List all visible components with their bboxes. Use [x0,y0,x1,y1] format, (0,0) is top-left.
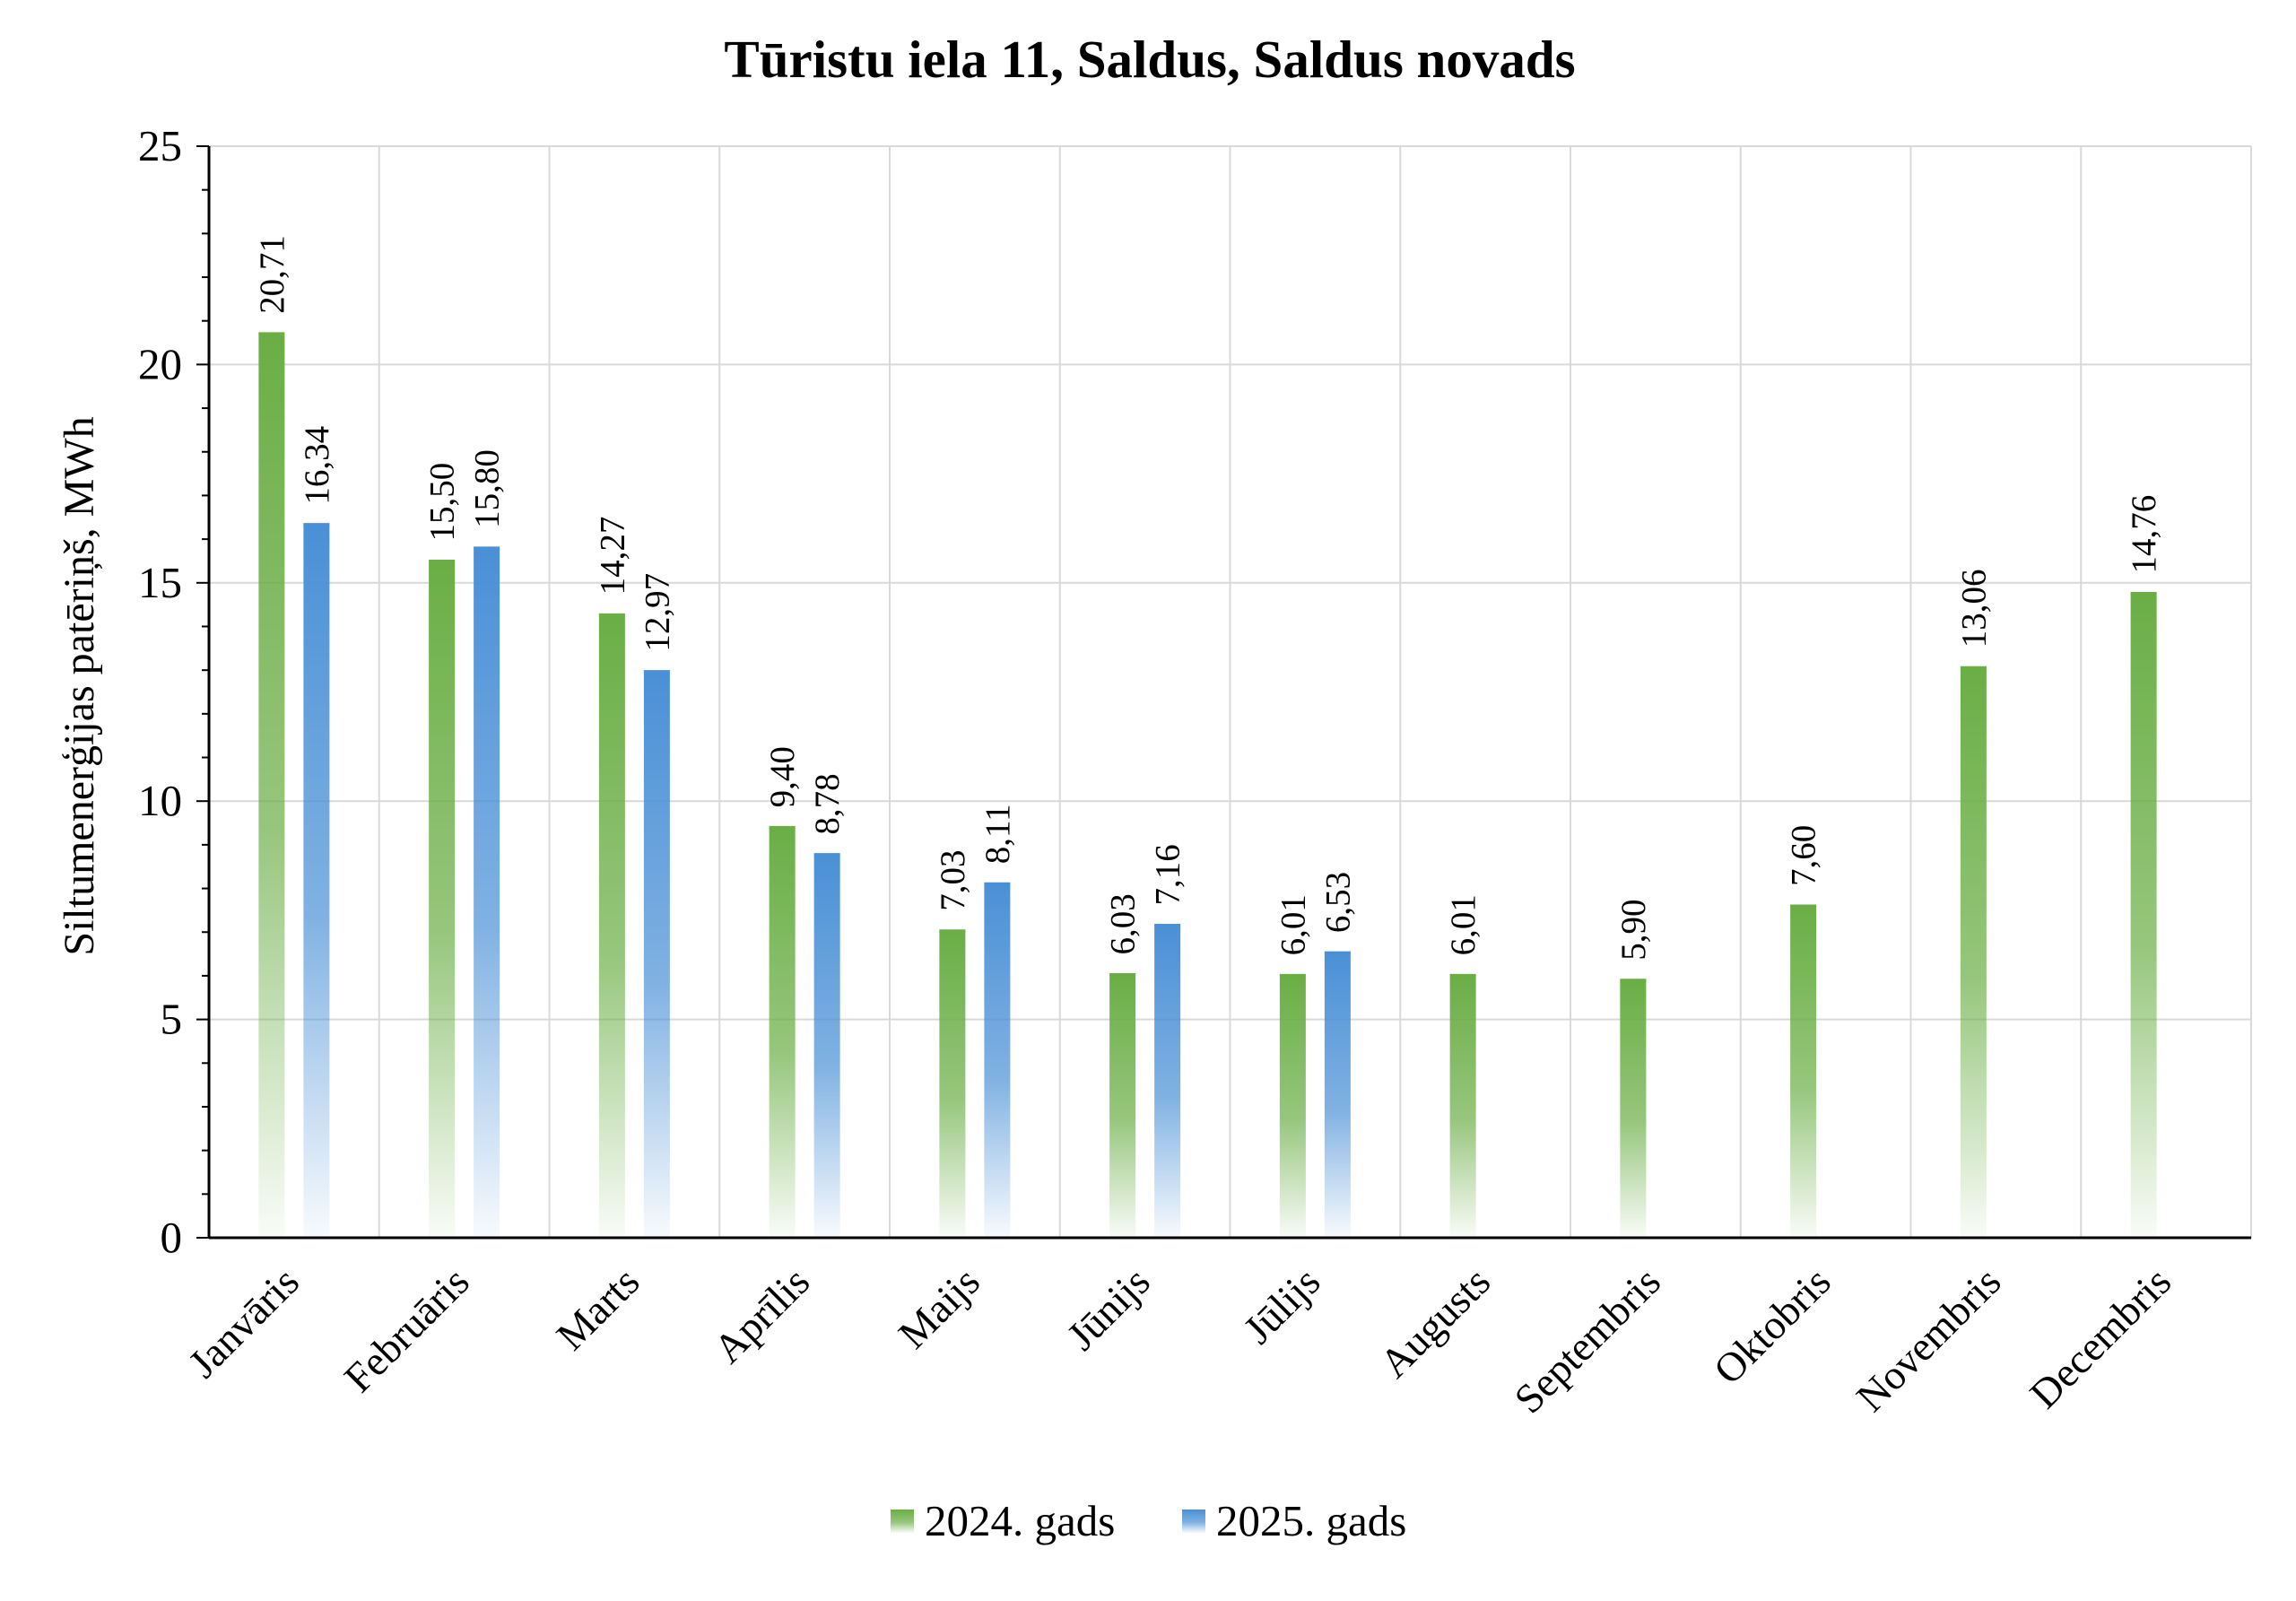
y-tick-label: 15 [138,558,182,607]
bar [984,883,1011,1238]
x-tick-label: Augusts [1370,1258,1499,1387]
x-tick-label: Marts [547,1258,648,1359]
bar [1960,667,1987,1238]
grid-layer [209,145,2252,1238]
data-label: 13,06 [1954,569,1993,648]
data-label: 7,60 [1785,825,1823,886]
chart-title: Tūristu iela 11, Saldus, Saldus novads [724,30,1575,89]
data-label: 16,34 [298,426,336,505]
bar [1620,979,1647,1238]
data-label: 8,78 [808,773,847,834]
y-tick-label: 5 [161,995,183,1044]
bar [258,333,285,1239]
data-label: 14,76 [2125,495,2163,574]
bars-layer [258,332,2157,1239]
bar [1449,975,1476,1238]
bar [1324,953,1351,1238]
x-tick-label: Janvāris [179,1258,308,1387]
data-label: 9,40 [763,746,802,807]
x-tick-label: Maijs [890,1258,988,1357]
data-label: 6,01 [1444,894,1483,955]
axes-layer: Janvāris Februāris Marts Aprīlis Maijs Jūnijs… [138,121,2251,1422]
bar [1790,906,1817,1238]
data-label: 20,71 [253,235,291,314]
bar [598,614,625,1238]
x-tick-label: Septembris [1506,1258,1669,1422]
data-label: 6,03 [1104,893,1143,954]
bar [303,524,330,1238]
data-label: 6,01 [1274,894,1312,955]
legend-label: 2025. gads [1216,1496,1406,1545]
bar [1279,975,1306,1238]
x-tick-label: Novembris [1848,1258,2010,1421]
y-tick-label: 10 [138,776,182,825]
legend: 2024. gads 2025. gads [891,1496,1406,1545]
y-axis-label: Siltumenerģijas patēriņš, MWh [56,416,103,955]
legend-swatch [1182,1510,1205,1533]
bar [1109,974,1136,1238]
bar [939,930,966,1238]
y-tick-label: 0 [161,1213,183,1262]
bar [2130,593,2157,1238]
data-label: 5,90 [1614,900,1653,961]
legend-label: 2024. gads [925,1496,1115,1545]
x-tick-label: Jūlijs [1235,1258,1329,1353]
x-tick-label: Decembris [2021,1258,2179,1417]
legend-swatch [891,1510,914,1533]
bar [813,854,840,1238]
bar [1154,925,1181,1238]
data-label: 14,27 [593,517,631,596]
x-tick-label: Aprīlis [705,1258,818,1371]
data-label: 15,80 [468,449,507,528]
x-tick-label: Februāris [335,1258,478,1401]
bar [429,561,456,1238]
data-label: 12,97 [638,573,676,652]
data-label: 15,50 [423,463,462,542]
y-tick-label: 20 [138,339,182,388]
x-tick-label: Jūnijs [1058,1258,1159,1359]
bar [474,547,500,1238]
bar [643,671,670,1238]
data-label: 8,11 [978,804,1017,864]
data-label: 7,16 [1149,844,1187,905]
y-tick-label: 25 [138,121,182,170]
bar [769,827,796,1238]
x-tick-label: Oktobris [1705,1258,1839,1393]
data-label: 7,03 [934,850,972,911]
data-label: 6,53 [1318,872,1357,933]
